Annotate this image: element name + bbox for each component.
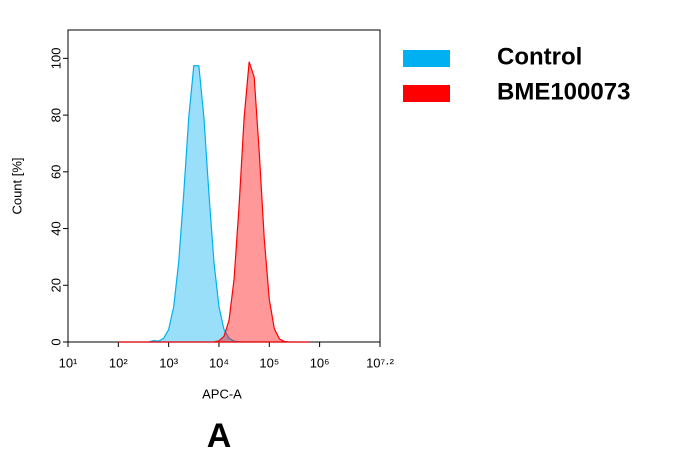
y-tick-label: 100 xyxy=(48,48,63,70)
legend-swatch xyxy=(403,50,450,67)
x-tick-label: 10³ xyxy=(159,355,178,370)
x-tick-label: 10⁶ xyxy=(310,355,330,370)
y-tick-label: 0 xyxy=(48,338,63,345)
y-tick-label: 60 xyxy=(48,165,63,179)
x-tick-label: 10¹ xyxy=(59,355,78,370)
x-tick-label: 10⁴ xyxy=(209,355,229,370)
caption: A xyxy=(207,417,232,455)
x-axis-label: APC-A xyxy=(202,386,242,401)
plot-frame xyxy=(67,29,381,343)
y-tick-label: 80 xyxy=(48,108,63,122)
histogram-area xyxy=(118,61,310,343)
y-axis-label: Count [%] xyxy=(9,157,24,214)
x-tick-label: 10⁷·² xyxy=(366,355,394,370)
legend-label: Control xyxy=(497,43,582,70)
histogram-area xyxy=(118,65,310,343)
legend-swatch xyxy=(403,85,450,102)
x-tick-label: 10⁵ xyxy=(259,355,279,370)
y-tick-label: 40 xyxy=(48,221,63,235)
x-tick-label: 10² xyxy=(109,355,128,370)
y-tick-label: 20 xyxy=(48,278,63,292)
legend-label: BME100073 xyxy=(497,78,630,105)
